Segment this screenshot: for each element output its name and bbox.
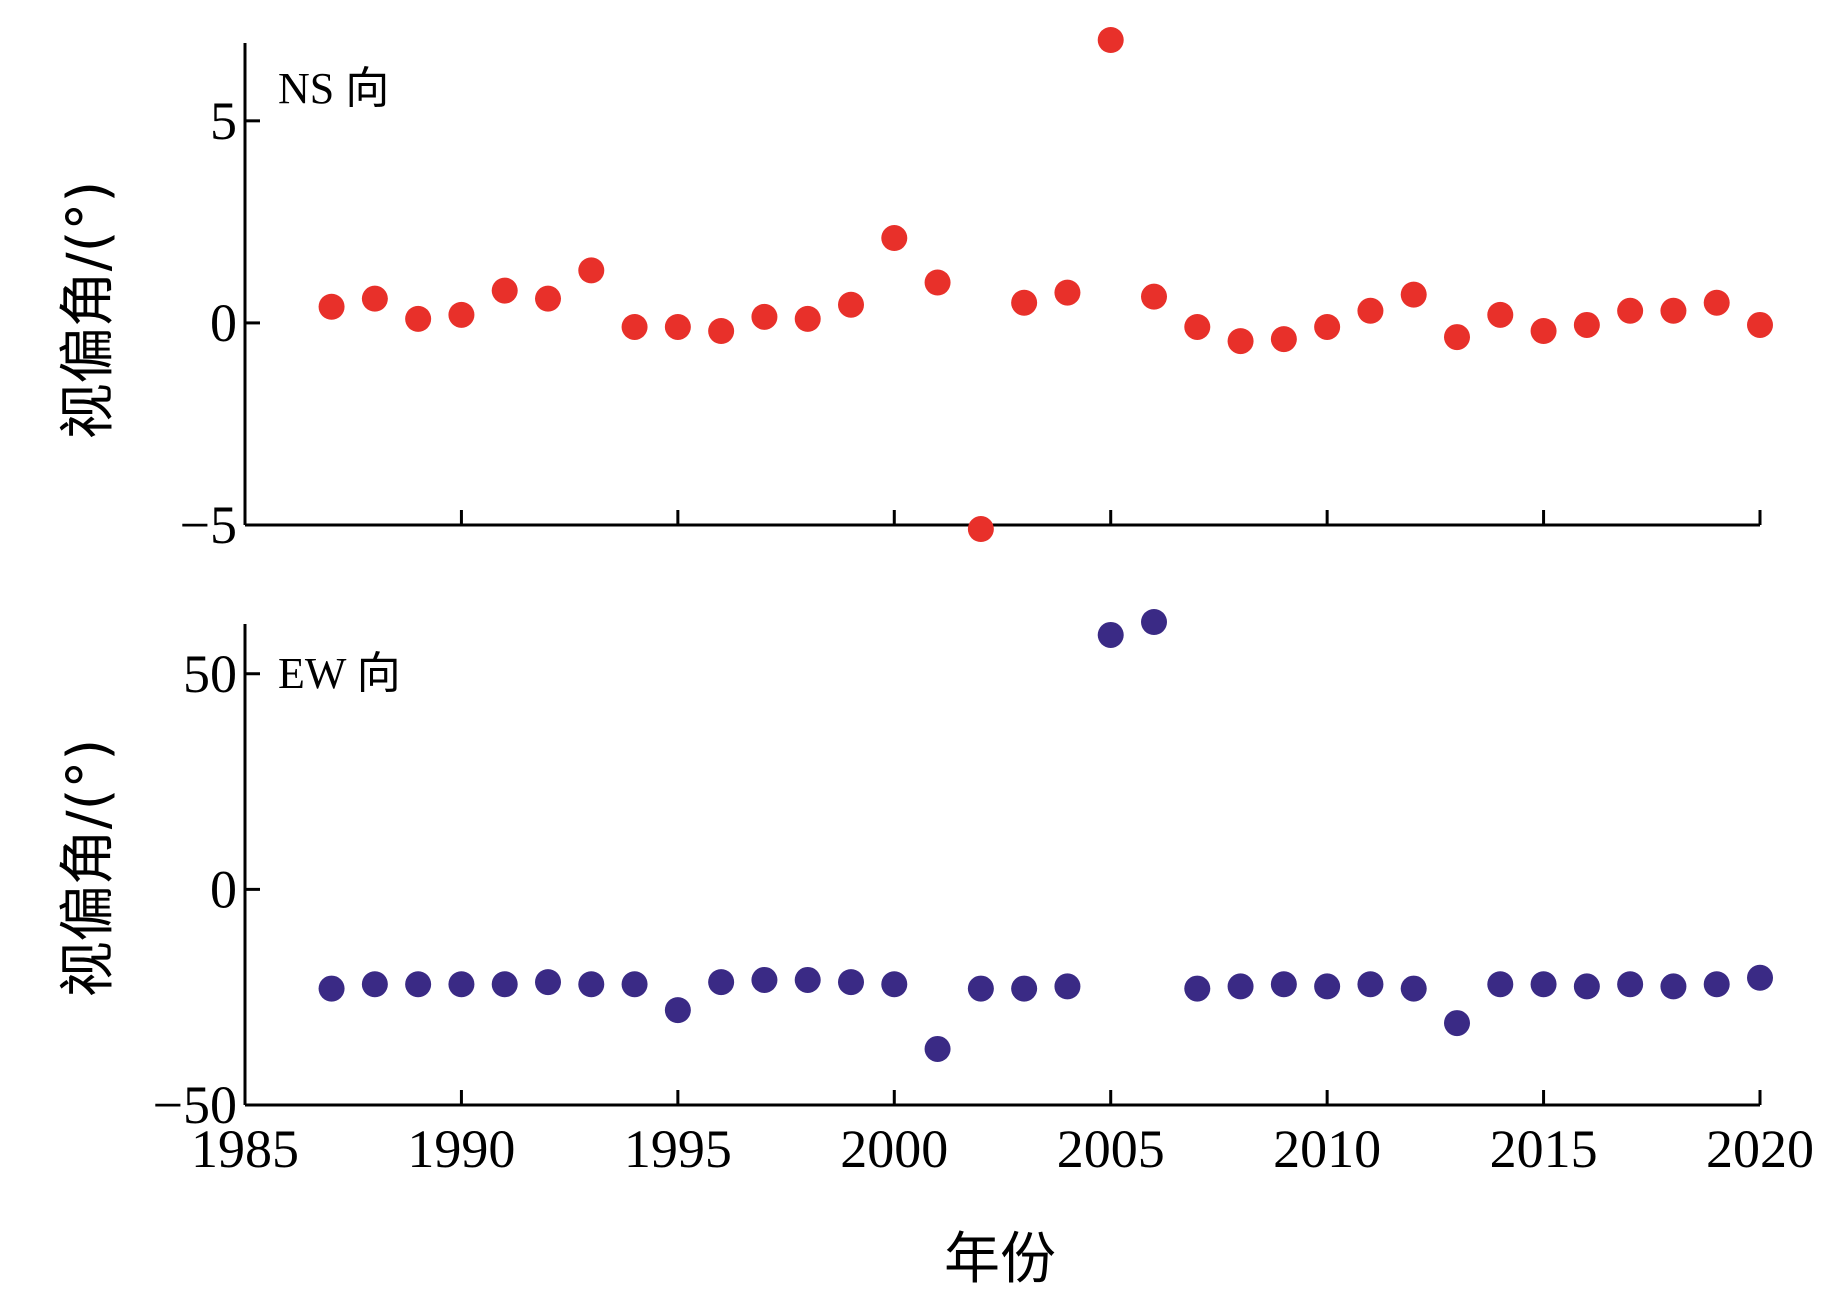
ns-data-point: [1054, 279, 1081, 306]
ew-data-point: [1703, 971, 1730, 998]
ew-data-point: [1011, 975, 1038, 1002]
ns-data-point: [1227, 328, 1254, 355]
ns-data-point: [881, 225, 908, 252]
x-tick-label: 2000: [840, 1119, 948, 1179]
ew-data-point: [1487, 971, 1514, 998]
ns-data-point: [1703, 289, 1730, 316]
ns-data-point: [621, 313, 648, 340]
ns-data-point: [1530, 318, 1557, 344]
ns-data-point: [1270, 326, 1297, 353]
ew-data-point: [448, 971, 475, 998]
ns-data-point: [1487, 301, 1514, 328]
ns-data-point: [708, 318, 735, 344]
ew-y-tick-label: −50: [153, 1075, 237, 1135]
ns-data-point: [1573, 311, 1600, 338]
ew-data-point: [708, 969, 735, 996]
ew-data-point: [1747, 964, 1773, 991]
ew-data-point: [1227, 973, 1254, 1000]
ns-data-point: [318, 293, 345, 320]
ew-data-point: [751, 966, 778, 993]
ew-data-point: [1184, 975, 1211, 1002]
ns-data-point: [361, 285, 388, 312]
ns-y-tick-label: 0: [210, 293, 237, 353]
ns-data-point: [967, 516, 994, 543]
ew-data-point: [1270, 971, 1297, 998]
ew-points: [318, 609, 1773, 1062]
ns-data-point: [448, 301, 475, 328]
ns-y-tick-label: 5: [210, 91, 237, 151]
ns-x-ticks: [243, 510, 1762, 525]
ns-data-point: [751, 303, 778, 330]
x-tick-label: 1995: [624, 1119, 732, 1179]
ew-x-ticks: 1985 1990 1995 2000 2005 2010 2015 2020: [191, 1090, 1814, 1179]
x-tick-label: 2005: [1057, 1119, 1165, 1179]
ew-data-point: [967, 975, 994, 1002]
ew-data-point: [491, 971, 518, 998]
ew-data-point: [405, 971, 432, 998]
ns-data-point: [1747, 311, 1773, 338]
ew-data-point: [664, 997, 691, 1024]
ns-data-point: [1097, 27, 1124, 53]
ns-data-point: [1660, 297, 1687, 324]
ew-data-point: [1530, 971, 1557, 998]
x-tick-label: 2020: [1706, 1119, 1814, 1179]
ew-data-point: [318, 975, 345, 1002]
ew-data-point: [361, 971, 388, 998]
ew-y-ticks: −50 0 50: [153, 644, 260, 1135]
ew-data-point: [881, 971, 908, 998]
ns-data-point: [664, 313, 691, 340]
ns-y-axis-title: 视偏角/(°): [56, 181, 121, 440]
ew-data-point: [1617, 971, 1644, 998]
ns-data-point: [838, 291, 864, 318]
x-tick-label: 2015: [1490, 1119, 1598, 1179]
ew-y-tick-label: 50: [183, 644, 237, 704]
ns-data-point: [491, 277, 518, 304]
ns-data-point: [578, 257, 605, 284]
ew-panel-label: EW 向: [278, 649, 401, 698]
ns-panel-label: NS 向: [278, 64, 389, 113]
ns-data-point: [1314, 313, 1341, 340]
ew-data-point: [1444, 1010, 1470, 1037]
ns-data-point: [535, 285, 561, 312]
ns-data-point: [1400, 281, 1427, 308]
ew-data-point: [1400, 975, 1427, 1002]
ns-data-point: [1357, 297, 1384, 324]
ew-data-point: [578, 971, 605, 998]
x-tick-label: 1990: [407, 1119, 515, 1179]
ns-y-tick-label: −5: [180, 495, 237, 555]
x-tick-label: 1985: [191, 1119, 299, 1179]
ew-data-point: [1660, 973, 1687, 1000]
ew-data-point: [924, 1035, 951, 1062]
ns-y-ticks: −5 0 5: [180, 91, 260, 555]
ns-data-point: [1011, 289, 1038, 316]
ew-data-point: [1054, 973, 1081, 1000]
ew-data-point: [1314, 973, 1341, 1000]
ew-data-point: [1357, 971, 1384, 998]
ns-data-point: [405, 305, 432, 332]
ew-data-point: [621, 971, 648, 998]
x-axis-title: 年份: [944, 1227, 1056, 1292]
ew-data-point: [1573, 973, 1600, 1000]
ns-data-point: [924, 269, 951, 296]
ns-data-point: [794, 305, 821, 332]
ns-data-point: [1444, 324, 1470, 351]
ew-data-point: [1141, 609, 1167, 635]
ew-data-point: [1097, 621, 1124, 648]
ew-y-axis-title: 视偏角/(°): [56, 739, 121, 998]
ew-y-tick-label: 0: [210, 859, 237, 919]
ew-data-point: [838, 969, 864, 996]
ew-data-point: [535, 969, 561, 996]
ns-data-point: [1617, 297, 1644, 324]
x-tick-label: 2010: [1273, 1119, 1381, 1179]
ew-data-point: [794, 966, 821, 993]
ns-data-point: [1141, 283, 1167, 310]
ns-data-point: [1184, 313, 1211, 340]
ns-points: [318, 27, 1773, 543]
ns-panel: −5 0 5 NS 向 视偏角/(°): [56, 27, 1773, 555]
